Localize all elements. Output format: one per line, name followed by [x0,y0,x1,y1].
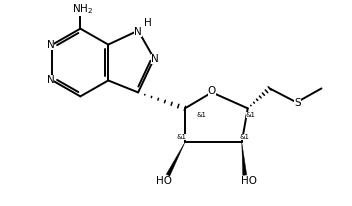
Polygon shape [242,142,247,175]
Text: S: S [294,98,301,108]
Text: &1: &1 [197,112,207,118]
Text: N: N [46,75,54,85]
Text: &1: &1 [240,134,250,140]
Text: HO: HO [156,176,172,186]
Text: &1: &1 [177,134,187,140]
Text: O: O [208,86,216,96]
Polygon shape [166,142,185,176]
Text: N: N [134,27,142,37]
Text: &1: &1 [246,112,256,118]
Text: NH$_2$: NH$_2$ [72,2,93,16]
Text: HO: HO [241,176,257,186]
Text: N: N [46,40,54,50]
Text: H: H [144,18,152,28]
Text: N: N [151,54,159,63]
